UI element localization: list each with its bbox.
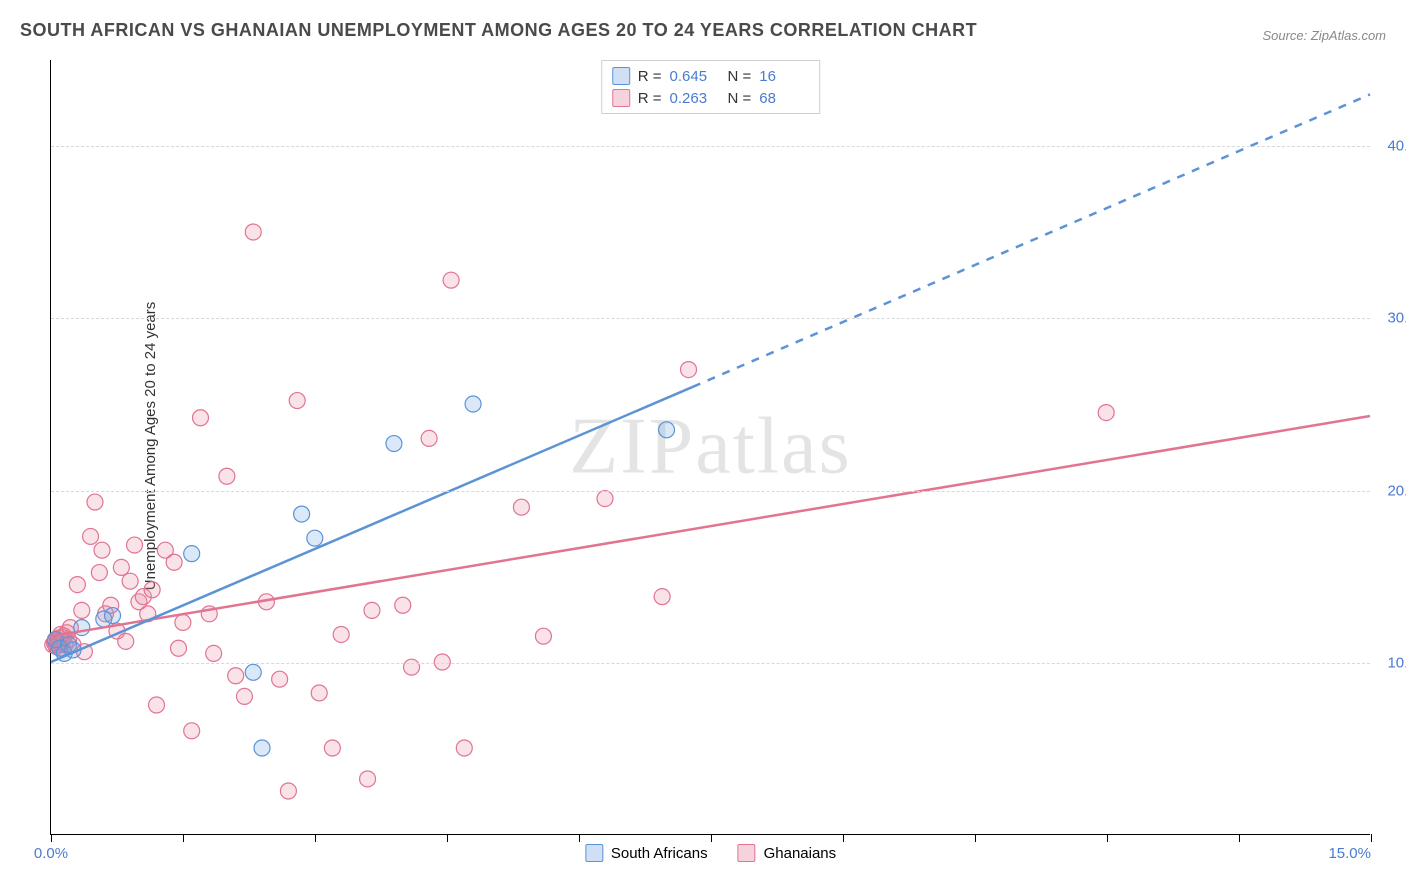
x-tick xyxy=(447,834,448,842)
chart-container: SOUTH AFRICAN VS GHANAIAN UNEMPLOYMENT A… xyxy=(0,0,1406,892)
r-label-2: R = xyxy=(638,90,662,107)
legend-swatch-gh-icon xyxy=(612,89,630,107)
legend-label-gh: Ghanaians xyxy=(764,845,837,862)
legend-item-sa: South Africans xyxy=(585,844,708,862)
n-value-gh: 68 xyxy=(759,90,809,107)
x-tick xyxy=(51,834,52,842)
y-tick-label: 40.0% xyxy=(1375,138,1406,155)
r-label: R = xyxy=(638,68,662,85)
legend-item-gh: Ghanaians xyxy=(738,844,837,862)
legend-stats-row-1: R = 0.645 N = 16 xyxy=(612,65,810,87)
x-tick xyxy=(843,834,844,842)
n-label-2: N = xyxy=(728,90,752,107)
gridline xyxy=(51,318,1370,319)
y-tick-label: 10.0% xyxy=(1375,654,1406,671)
legend-bottom-swatch-gh-icon xyxy=(738,844,756,862)
gridline xyxy=(51,663,1370,664)
n-label: N = xyxy=(728,68,752,85)
legend-series: South Africans Ghanaians xyxy=(585,844,836,862)
chart-svg xyxy=(51,60,1370,834)
x-tick xyxy=(183,834,184,842)
legend-bottom-swatch-sa-icon xyxy=(585,844,603,862)
x-tick xyxy=(1371,834,1372,842)
gridline xyxy=(51,491,1370,492)
gridline xyxy=(51,146,1370,147)
x-tick xyxy=(315,834,316,842)
x-tick xyxy=(579,834,580,842)
r-value-gh: 0.263 xyxy=(670,90,720,107)
legend-stats-row-2: R = 0.263 N = 68 xyxy=(612,87,810,109)
plot-area: ZIPatlas R = 0.645 N = 16 R = 0.263 N = … xyxy=(50,60,1370,835)
chart-title: SOUTH AFRICAN VS GHANAIAN UNEMPLOYMENT A… xyxy=(20,20,977,41)
legend-stats: R = 0.645 N = 16 R = 0.263 N = 68 xyxy=(601,60,821,114)
x-tick-label-max: 15.0% xyxy=(1328,845,1371,862)
y-tick-label: 20.0% xyxy=(1375,482,1406,499)
x-tick xyxy=(711,834,712,842)
y-tick-label: 30.0% xyxy=(1375,310,1406,327)
r-value-sa: 0.645 xyxy=(670,68,720,85)
x-tick-label-min: 0.0% xyxy=(34,845,68,862)
x-tick xyxy=(975,834,976,842)
legend-swatch-sa-icon xyxy=(612,67,630,85)
x-tick xyxy=(1107,834,1108,842)
legend-label-sa: South Africans xyxy=(611,845,708,862)
n-value-sa: 16 xyxy=(759,68,809,85)
source-label: Source: ZipAtlas.com xyxy=(1262,28,1386,43)
x-tick xyxy=(1239,834,1240,842)
